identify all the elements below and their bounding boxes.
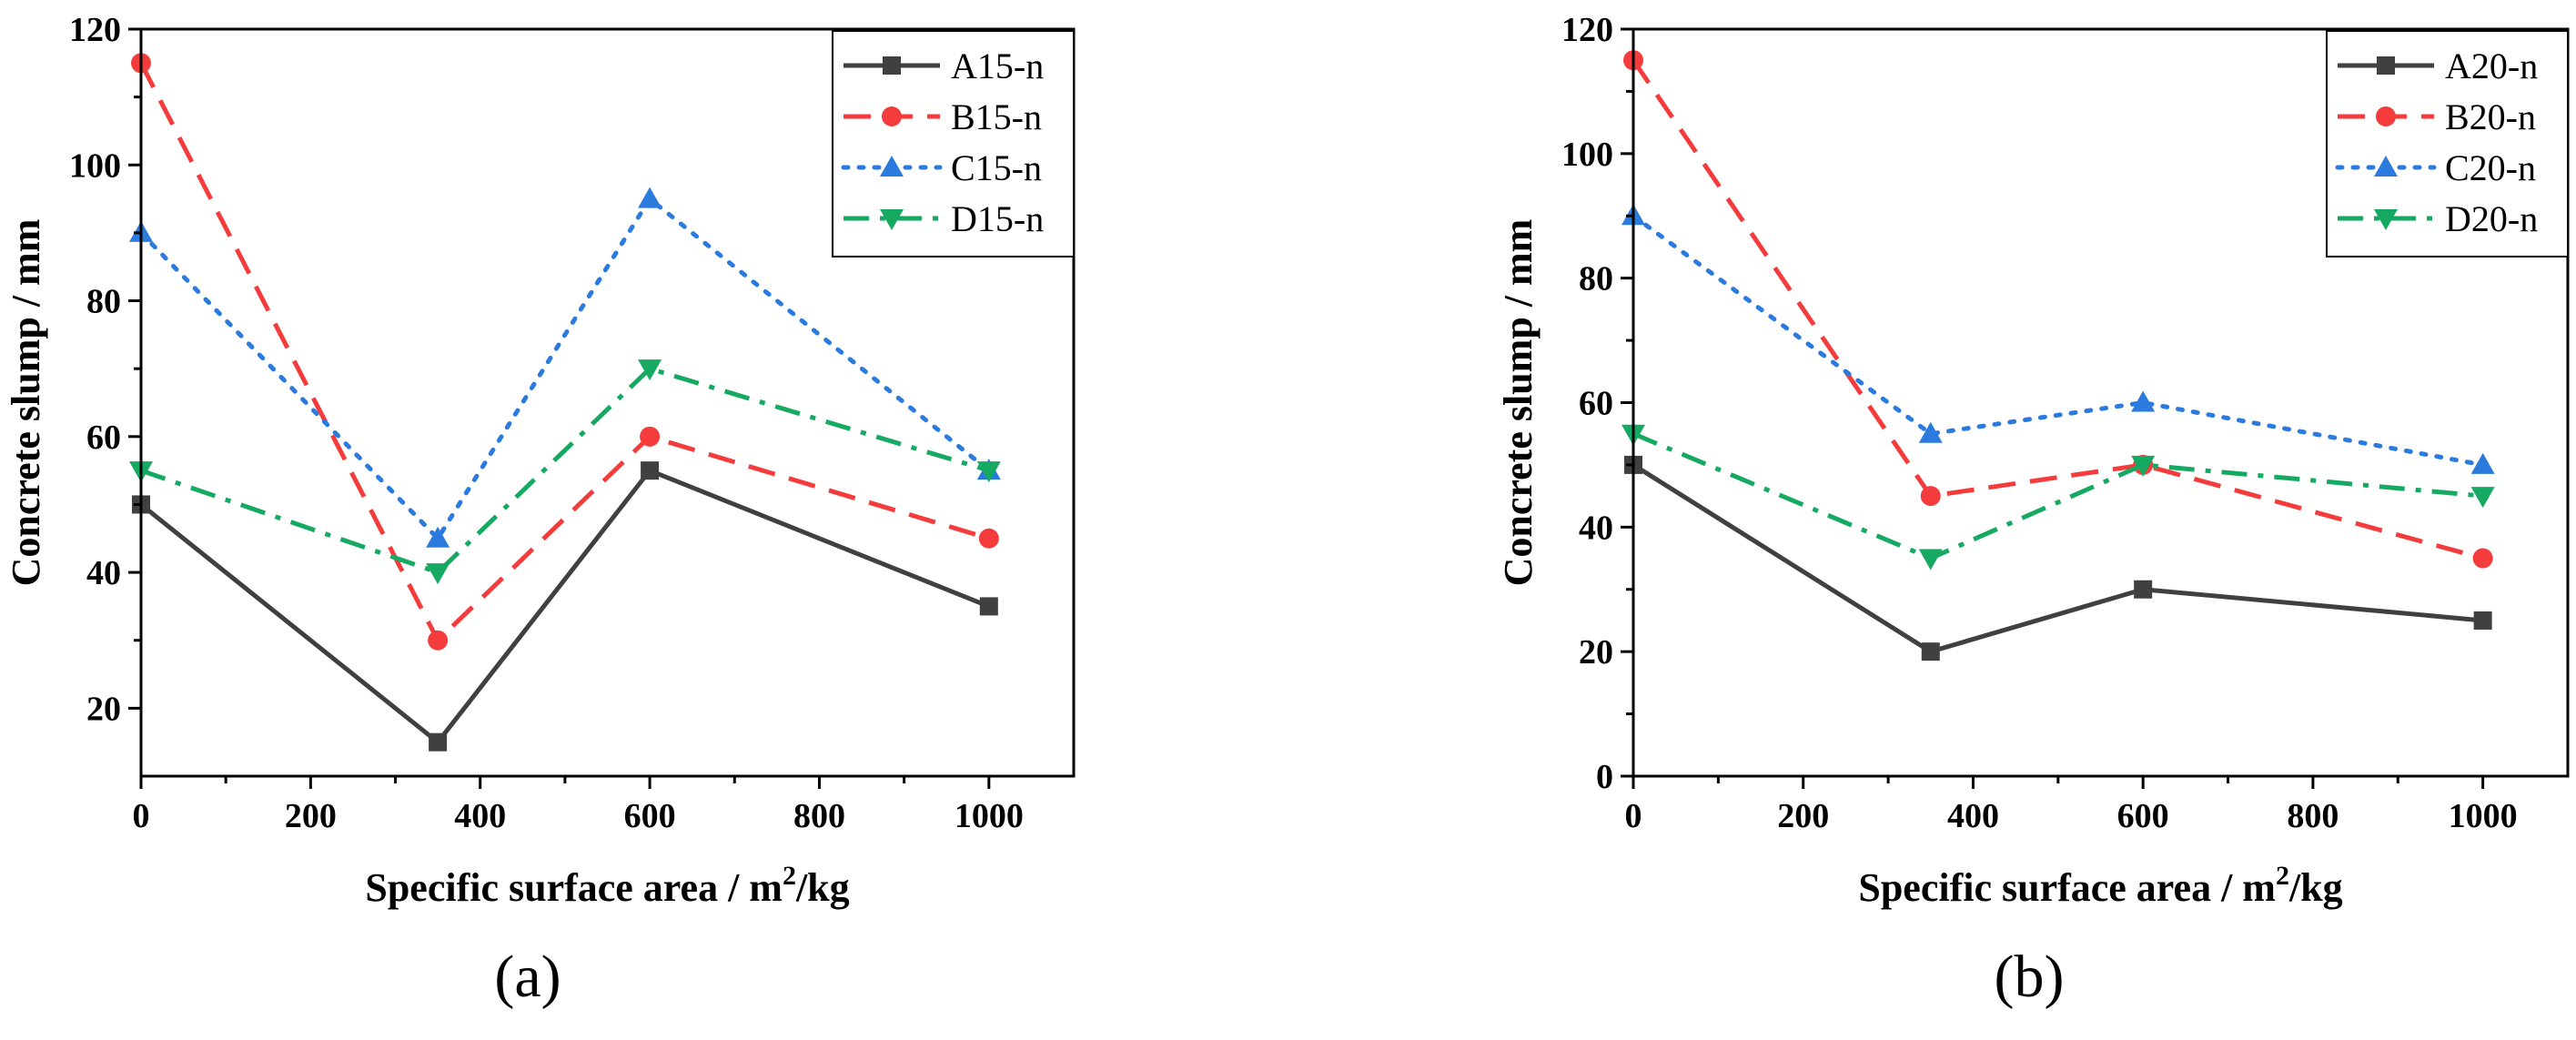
chart-b-point-C20-n-350 — [1918, 421, 1943, 443]
chart-a-xtick-label-0: 0 — [133, 797, 150, 835]
chart-a-ytick-label-20: 20 — [86, 690, 121, 728]
chart-b-xtick-label-800: 800 — [2287, 797, 2339, 835]
chart-b-point-D20-n-600 — [2131, 455, 2156, 477]
chart-a-ytick-label-80: 80 — [86, 283, 121, 321]
chart-a-legend-label-D15-n: D15-n — [951, 198, 1044, 239]
chart-b: 0 200 400 600 800 1000 0 20 40 60 80 100 120 Specific… — [1496, 11, 2570, 1010]
chart-b-point-B20-n-350 — [1920, 486, 1941, 507]
chart-b-y-axis-title: Concrete slump / mm — [1496, 219, 1541, 587]
chart-a-y-axis-title: Concrete slump / mm — [4, 219, 48, 587]
chart-b-series-line-A20-n — [1631, 462, 2483, 654]
chart-b-xtick-label-200: 200 — [1777, 797, 1829, 835]
chart-a-ytick-label-40: 40 — [86, 554, 121, 592]
chart-b-point-C20-n-600 — [2131, 390, 2156, 412]
chart-a-point-D15-n-1000 — [976, 461, 1001, 483]
chart-b-xtick-label-600: 600 — [2117, 797, 2169, 835]
chart-a-legend-marker-B15-n — [882, 106, 902, 126]
chart-b-xtick-label-400: 400 — [1947, 797, 1999, 835]
chart-a-point-B15-n-1000 — [978, 528, 999, 549]
chart-a-legend-marker-C15-n — [880, 156, 904, 177]
chart-b-legend-marker-D20-n — [2374, 209, 2398, 230]
chart-b-ytick-label-40: 40 — [1579, 509, 1613, 547]
chart-a-xtick-label-600: 600 — [624, 797, 676, 835]
chart-a-series-line-D15-n — [140, 366, 990, 575]
chart-b-point-D20-n-1000 — [2470, 487, 2495, 509]
chart-a-ytick-label-120: 120 — [69, 11, 121, 49]
chart-b-point-D20-n-350 — [1918, 549, 1943, 570]
chart-b-point-A20-n-1000 — [2473, 611, 2492, 630]
chart-b-ytick-label-20: 20 — [1579, 633, 1613, 671]
chart-b-legend-label-A20-n: A20-n — [2445, 45, 2538, 86]
chart-a-legend-label-B15-n: B15-n — [951, 96, 1042, 137]
chart-a-ytick-label-60: 60 — [86, 419, 121, 457]
chart-a-xtick-label-400: 400 — [454, 797, 506, 835]
chart-a-point-B15-n-600 — [640, 426, 661, 447]
chart-a-legend-marker-A15-n — [883, 56, 901, 75]
chart-b-point-B20-n-1000 — [2472, 548, 2493, 569]
chart-b-panel-label: (b) — [1995, 944, 2065, 1010]
chart-a: 0 200 400 600 800 1000 20 40 60 80 100 120 Specific … — [4, 11, 1076, 1010]
chart-b-ytick-label-0: 0 — [1596, 758, 1613, 796]
chart-a-legend-label-A15-n: A15-n — [951, 45, 1044, 86]
chart-a-point-A15-n-600 — [641, 461, 660, 480]
chart-b-legend-marker-A20-n — [2377, 56, 2395, 75]
chart-a-xtick-label-1000: 1000 — [955, 797, 1024, 835]
chart-b-legend-label-C20-n: C20-n — [2445, 147, 2536, 188]
chart-b-legend-label-D20-n: D20-n — [2445, 198, 2538, 239]
chart-b-legend-marker-C20-n — [2374, 156, 2398, 177]
chart-b-x-axis-title: Specific surface area / m2/kg — [1858, 861, 2342, 910]
chart-b-xtick-label-0: 0 — [1625, 797, 1642, 835]
chart-b-series-line-B20-n — [1631, 58, 2484, 560]
chart-b-point-A20-n-600 — [2134, 580, 2153, 599]
chart-a-ytick-label-100: 100 — [69, 146, 121, 185]
chart-b-ytick-label-120: 120 — [1561, 11, 1613, 49]
chart-b-legend-marker-B20-n — [2376, 106, 2396, 126]
chart-a-legend-label-C15-n: C15-n — [951, 147, 1042, 188]
chart-a-legend-marker-D15-n — [880, 209, 904, 230]
chart-a-panel-label: (a) — [494, 944, 561, 1010]
chart-a-point-B15-n-350 — [428, 630, 449, 651]
chart-a-point-C15-n-350 — [426, 526, 450, 548]
chart-a-point-C15-n-600 — [638, 187, 662, 208]
chart-b-ytick-label-80: 80 — [1579, 260, 1613, 298]
chart-a-axes-frame — [139, 27, 1076, 778]
chart-a-point-A15-n-350 — [429, 732, 448, 752]
chart-b-ytick-label-100: 100 — [1561, 136, 1613, 174]
chart-b-ytick-label-60: 60 — [1579, 385, 1613, 423]
chart-b-xtick-label-1000: 1000 — [2449, 797, 2518, 835]
chart-a-xtick-label-800: 800 — [793, 797, 845, 835]
chart-a-point-D15-n-600 — [638, 359, 662, 381]
chart-a-point-A15-n-1000 — [979, 597, 998, 616]
chart-a-series-line-A15-n — [139, 468, 990, 745]
chart-a-x-axis-title: Specific surface area / m2/kg — [365, 861, 849, 910]
chart-a-xtick-label-200: 200 — [285, 797, 337, 835]
chart-a-series-line-B15-n — [138, 62, 990, 643]
chart-a-legend-box — [832, 30, 1075, 257]
chart-b-series-line-D20-n — [1632, 431, 2483, 561]
chart-b-legend-box — [2326, 30, 2569, 257]
chart-b-point-A20-n-350 — [1921, 642, 1940, 661]
chart-b-series-line-C20-n — [1631, 213, 2486, 468]
chart-b-legend-label-B20-n: B20-n — [2445, 96, 2536, 137]
chart-a-point-D15-n-350 — [426, 563, 450, 585]
chart-b-point-C20-n-1000 — [2470, 452, 2495, 474]
